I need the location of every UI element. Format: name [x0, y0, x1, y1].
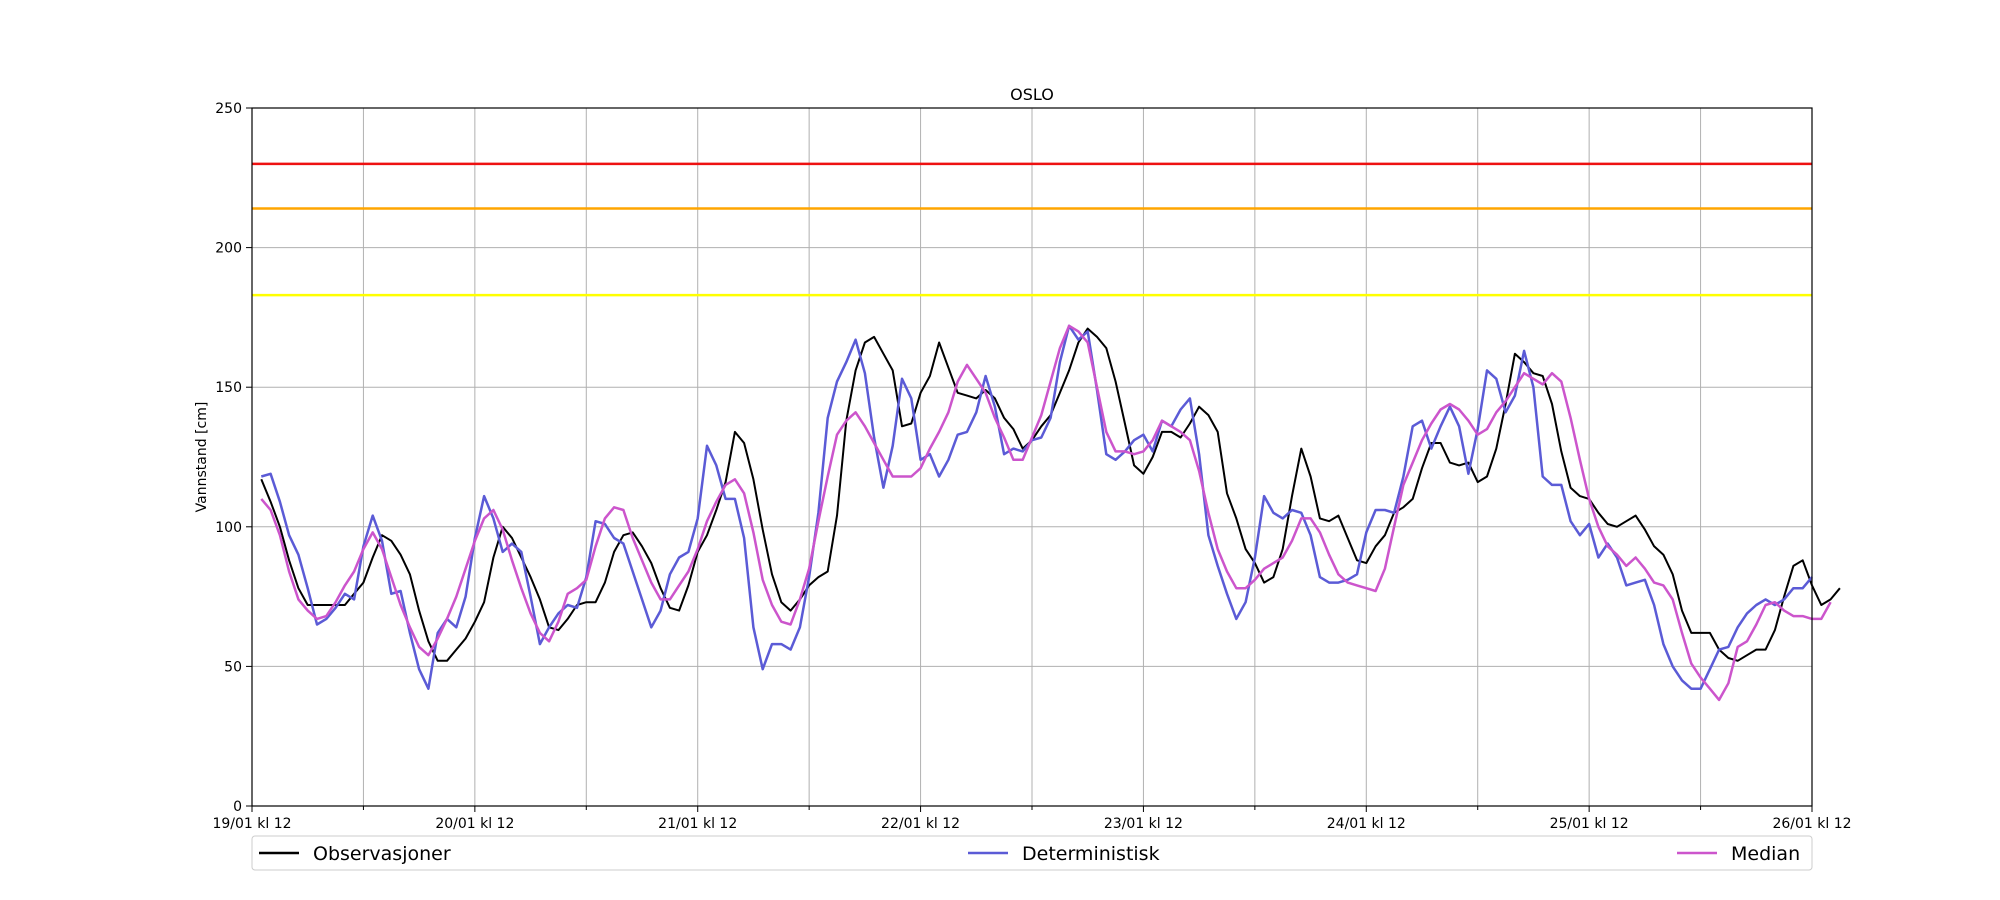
y-tick-label: 50 — [224, 659, 242, 675]
x-tick-label: 20/01 kl 12 — [435, 816, 514, 832]
series-lines — [260, 324, 1841, 702]
x-tick-label: 24/01 kl 12 — [1327, 816, 1406, 832]
y-tick-label: 250 — [215, 101, 242, 117]
y-tick-label: 0 — [233, 799, 242, 815]
x-tick-label: 25/01 kl 12 — [1550, 816, 1629, 832]
x-tick-label: 23/01 kl 12 — [1104, 816, 1183, 832]
x-tick-label: 22/01 kl 12 — [881, 816, 960, 832]
series-line-median — [260, 324, 1832, 702]
y-axis-label: Vannstand [cm] — [194, 402, 210, 513]
legend-box — [251, 835, 1813, 871]
chart-title: OSLO — [1010, 85, 1054, 104]
y-tick-label: 150 — [215, 380, 242, 396]
axis-ticks: 0 50 100 150 200 250 19/01 kl 12 20/01 kl 12 21/… — [212, 101, 1851, 832]
threshold-lines — [252, 162, 1812, 297]
grid — [251, 107, 1813, 807]
x-tick-label: 19/01 kl 12 — [212, 816, 291, 832]
legend-label: Median — [1731, 843, 1800, 865]
y-tick-label: 200 — [215, 241, 242, 257]
legend-label: Observasjoner — [313, 843, 451, 865]
legend: Observasjoner Deterministisk Median — [251, 835, 1813, 871]
x-tick-label: 21/01 kl 12 — [658, 816, 737, 832]
legend-label: Deterministisk — [1022, 843, 1160, 865]
x-tick-label: 26/01 kl 12 — [1772, 816, 1851, 832]
y-tick-label: 100 — [215, 520, 242, 536]
series-line-deterministisk — [260, 324, 1813, 690]
